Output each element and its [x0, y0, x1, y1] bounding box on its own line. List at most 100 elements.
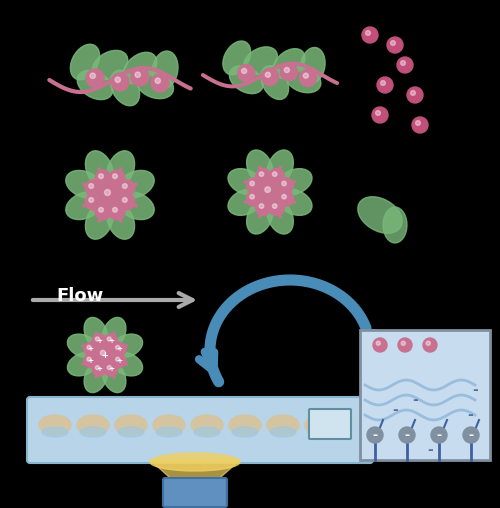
Circle shape [416, 120, 420, 125]
Circle shape [112, 207, 117, 212]
Circle shape [96, 366, 100, 370]
Circle shape [246, 178, 262, 193]
Text: -: - [436, 429, 442, 441]
Polygon shape [152, 51, 178, 89]
Ellipse shape [305, 415, 337, 435]
Circle shape [407, 87, 423, 103]
Polygon shape [84, 361, 108, 393]
Circle shape [426, 341, 430, 345]
Circle shape [280, 64, 297, 81]
Text: +: + [96, 338, 102, 344]
Text: -: - [392, 403, 398, 417]
Text: -: - [472, 383, 478, 397]
Circle shape [423, 338, 437, 352]
Ellipse shape [270, 427, 296, 437]
Circle shape [151, 74, 169, 92]
Circle shape [398, 338, 412, 352]
Text: Flow: Flow [56, 287, 104, 305]
Polygon shape [102, 318, 126, 348]
Polygon shape [244, 47, 278, 75]
Text: +: + [116, 358, 122, 364]
Circle shape [119, 194, 135, 210]
Circle shape [92, 334, 106, 347]
Circle shape [397, 57, 413, 73]
Circle shape [259, 172, 264, 176]
Polygon shape [300, 47, 325, 83]
Polygon shape [68, 334, 98, 358]
Circle shape [269, 169, 284, 183]
Ellipse shape [150, 453, 240, 471]
Polygon shape [368, 330, 388, 350]
Circle shape [112, 354, 126, 368]
Ellipse shape [42, 427, 68, 437]
Circle shape [155, 78, 160, 83]
FancyBboxPatch shape [27, 397, 373, 463]
Polygon shape [383, 207, 407, 243]
Polygon shape [286, 67, 321, 93]
Circle shape [89, 183, 94, 188]
Ellipse shape [232, 427, 258, 437]
Circle shape [96, 337, 100, 341]
Polygon shape [66, 170, 102, 198]
Circle shape [401, 341, 406, 345]
Ellipse shape [77, 415, 109, 435]
Circle shape [109, 170, 125, 186]
Polygon shape [384, 330, 406, 346]
Circle shape [84, 354, 98, 368]
Text: -: - [467, 408, 473, 422]
Circle shape [282, 181, 286, 186]
Polygon shape [273, 49, 305, 79]
Circle shape [116, 345, 119, 350]
Circle shape [89, 198, 94, 202]
Circle shape [131, 68, 149, 86]
FancyBboxPatch shape [309, 409, 351, 439]
Circle shape [238, 65, 255, 82]
Text: -: - [412, 393, 418, 407]
Ellipse shape [194, 427, 220, 437]
Polygon shape [261, 66, 288, 100]
Text: +: + [116, 346, 122, 352]
Polygon shape [77, 71, 113, 100]
Polygon shape [230, 66, 263, 93]
Polygon shape [86, 151, 113, 187]
Circle shape [304, 73, 308, 78]
Circle shape [115, 77, 120, 82]
Circle shape [390, 41, 396, 45]
Polygon shape [277, 169, 312, 195]
Polygon shape [110, 70, 140, 106]
FancyBboxPatch shape [360, 330, 490, 460]
Circle shape [87, 345, 91, 350]
Text: +: + [102, 351, 108, 360]
Circle shape [282, 195, 286, 199]
Circle shape [96, 346, 114, 364]
Polygon shape [102, 361, 126, 393]
Circle shape [119, 180, 135, 196]
Polygon shape [118, 170, 154, 198]
Polygon shape [267, 199, 293, 234]
Circle shape [265, 187, 270, 193]
Circle shape [98, 174, 103, 179]
Circle shape [84, 342, 98, 356]
Text: -: - [372, 429, 378, 441]
Polygon shape [267, 150, 293, 185]
Circle shape [95, 170, 111, 186]
Polygon shape [228, 169, 263, 195]
Text: +: + [108, 366, 114, 372]
Circle shape [135, 72, 140, 77]
Circle shape [380, 81, 386, 85]
Circle shape [86, 69, 104, 87]
Text: -: - [427, 443, 433, 457]
Circle shape [104, 334, 118, 347]
Circle shape [85, 180, 101, 196]
Circle shape [377, 77, 393, 93]
Polygon shape [68, 352, 98, 376]
Polygon shape [86, 203, 113, 239]
Polygon shape [112, 334, 142, 358]
Circle shape [246, 191, 262, 206]
Circle shape [256, 200, 271, 215]
Circle shape [250, 181, 254, 186]
Ellipse shape [153, 415, 185, 435]
Circle shape [100, 185, 120, 205]
Circle shape [122, 183, 127, 188]
Polygon shape [107, 203, 134, 239]
